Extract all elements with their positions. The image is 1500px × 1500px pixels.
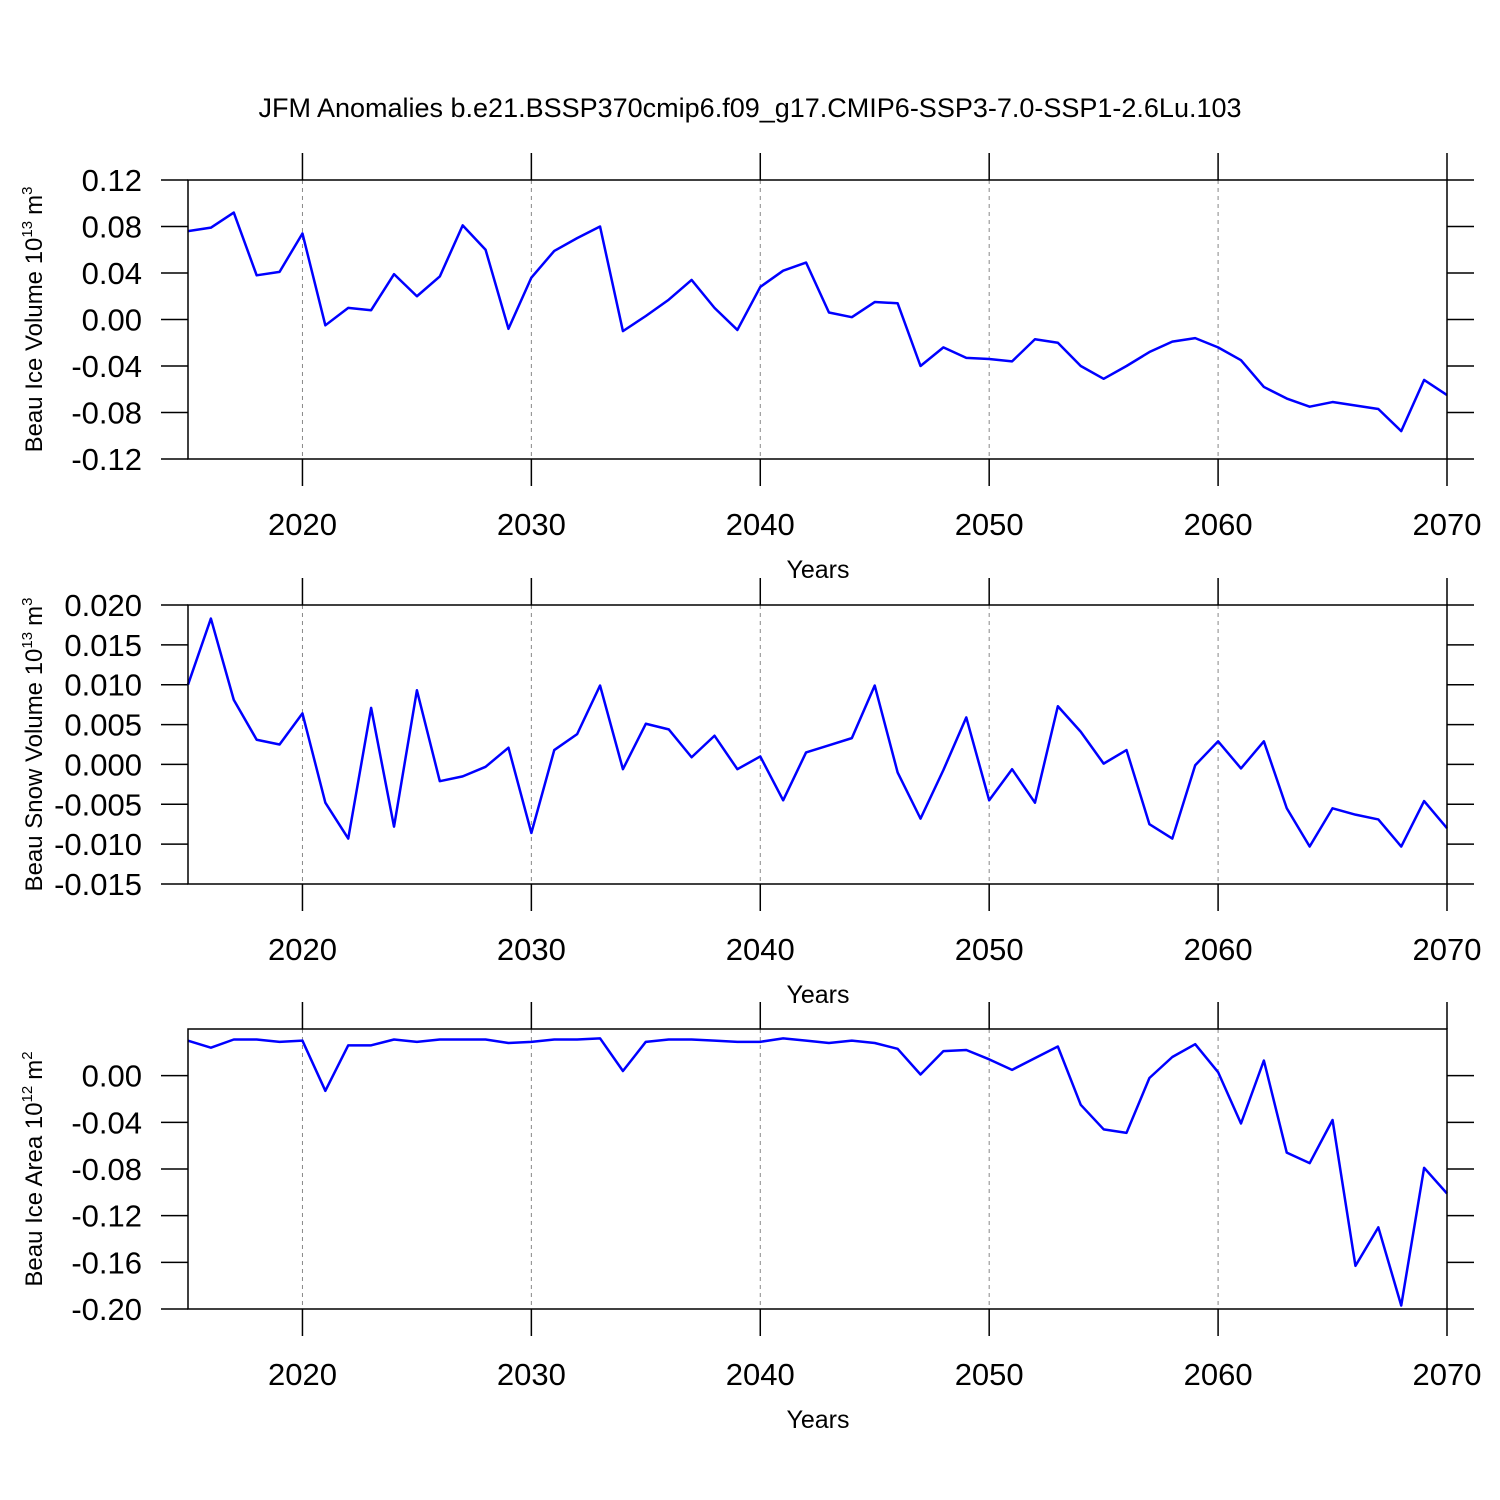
x-axis-label: Years <box>786 556 849 584</box>
x-tick-label: 2060 <box>1184 932 1253 967</box>
x-tick-label: 2030 <box>497 1357 566 1392</box>
x-tick-label: 2040 <box>726 932 795 967</box>
x-tick-label: 2020 <box>268 1357 337 1392</box>
y-tick-label: -0.04 <box>71 1105 142 1140</box>
x-tick-label: 2070 <box>1413 507 1482 542</box>
y-axis-label-part: Beau Ice Area 10 <box>21 1102 48 1286</box>
x-tick-label: 2050 <box>955 507 1024 542</box>
data-line <box>187 1037 1448 1307</box>
x-tick-label: 2020 <box>268 932 337 967</box>
y-tick-label: 0.12 <box>82 163 142 198</box>
x-axis-label: Years <box>786 1406 849 1434</box>
y-axis-label-exponent: 13 <box>19 221 36 238</box>
y-tick-label: -0.015 <box>54 867 142 902</box>
y-axis-label-exponent: 3 <box>19 598 36 606</box>
y-axis-label: Beau Ice Volume 1013 m3 <box>19 187 48 453</box>
y-axis-label-exponent: 13 <box>19 632 36 649</box>
x-axis-label: Years <box>786 981 849 1009</box>
x-tick-label: 2030 <box>497 932 566 967</box>
x-tick-label: 2070 <box>1413 1357 1482 1392</box>
y-axis-label-part: m <box>21 606 48 626</box>
y-axis-label-exponent: 12 <box>19 1086 36 1103</box>
y-tick-label: -0.20 <box>71 1292 142 1327</box>
y-tick-label: -0.005 <box>54 787 142 822</box>
x-tick-label: 2070 <box>1413 932 1482 967</box>
y-tick-label: -0.12 <box>71 442 142 477</box>
y-tick-label: 0.00 <box>82 303 142 338</box>
plot-frame <box>187 179 1448 460</box>
x-tick-label: 2030 <box>497 507 566 542</box>
plot-frame <box>187 604 1448 885</box>
y-tick-label: -0.08 <box>71 1152 142 1187</box>
y-tick-label: 0.00 <box>82 1059 142 1094</box>
y-axis-label: Beau Ice Area 1012 m2 <box>19 1051 48 1286</box>
y-tick-label: 0.010 <box>64 668 142 703</box>
y-axis-label-exponent: 2 <box>19 1051 36 1059</box>
x-tick-label: 2040 <box>726 507 795 542</box>
y-tick-label: -0.04 <box>71 349 142 384</box>
y-axis-label-part: m <box>21 195 48 215</box>
y-tick-label: -0.12 <box>71 1199 142 1234</box>
y-tick-label: -0.010 <box>54 827 142 862</box>
x-tick-label: 2040 <box>726 1357 795 1392</box>
x-tick-label: 2060 <box>1184 1357 1253 1392</box>
y-tick-label: -0.16 <box>71 1245 142 1280</box>
y-tick-label: 0.08 <box>82 210 142 245</box>
y-axis-label: Beau Snow Volume 1013 m3 <box>19 598 48 892</box>
y-tick-label: 0.005 <box>64 708 142 743</box>
y-tick-label: 0.015 <box>64 628 142 663</box>
x-tick-label: 2050 <box>955 932 1024 967</box>
y-tick-label: 0.04 <box>82 256 142 291</box>
y-axis-label-part: Beau Ice Volume 10 <box>21 238 48 453</box>
y-axis-label-exponent: 3 <box>19 187 36 195</box>
plot-frame <box>187 1028 1448 1310</box>
x-tick-label: 2060 <box>1184 507 1253 542</box>
y-tick-label: -0.08 <box>71 396 142 431</box>
x-tick-label: 2020 <box>268 507 337 542</box>
x-tick-label: 2050 <box>955 1357 1024 1392</box>
y-tick-label: 0.000 <box>64 747 142 782</box>
data-line <box>187 211 1448 433</box>
data-line <box>186 617 1448 848</box>
y-axis-label-part: Beau Snow Volume 10 <box>21 649 48 892</box>
y-axis-label-part: m <box>21 1060 48 1080</box>
figure-title: JFM Anomalies b.e21.BSSP370cmip6.f09_g17… <box>258 93 1241 123</box>
y-tick-label: 0.020 <box>64 588 142 623</box>
